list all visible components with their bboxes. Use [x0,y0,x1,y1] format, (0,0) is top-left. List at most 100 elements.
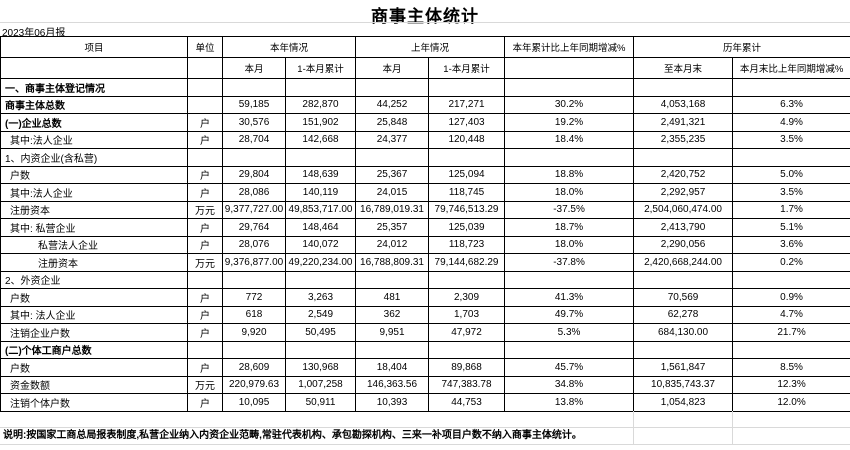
cell-value: 6.3% [732,95,850,114]
cell-value: 4.7% [732,305,850,324]
cell-value: 1,703 [428,305,506,324]
cell-value: 28,609 [222,358,286,377]
cell-value [633,270,734,289]
cell-value: 118,745 [428,183,506,202]
cell-value: 28,704 [222,130,286,149]
cell-value: 10,835,743.37 [633,375,734,394]
cell-value: 18.0% [504,235,635,254]
cell-value: 12.3% [732,375,850,394]
cell-value: 24,012 [355,235,430,254]
cell-value: 25,367 [355,165,430,184]
column-header: 历年累计 [633,36,850,58]
cell-value: 9,951 [355,323,430,342]
cell-value: 3.5% [732,183,850,202]
cell-value [355,340,430,359]
table-row: 其中: 法人企业户 618 2,549 362 1,703 49.7% 62,278 4.7% [0,305,850,324]
cell-value: 47,972 [428,323,506,342]
cell-value [732,340,850,359]
cell-value [355,78,430,97]
cell-value: 146,363.56 [355,375,430,394]
row-label: 商事主体总数 [0,95,188,114]
cell-unit [187,148,223,167]
cell-value: 140,072 [284,235,357,254]
cell-value: 4.9% [732,113,850,132]
cell-value: 29,764 [222,218,286,237]
cell-value: 89,868 [428,358,506,377]
cell-value: 1,007,258 [284,375,357,394]
cell-value: 8.5% [732,358,850,377]
cell-value: 4,053,168 [633,95,734,114]
column-subheader: 本月 [222,57,286,79]
cell-value: 747,383.78 [428,375,506,394]
cell-unit: 户 [187,288,223,307]
table-row: 注册资本 万元 9,376,877.00 49,220,234.00 16,788,80… [0,253,850,272]
cell-value: 25,357 [355,218,430,237]
cell-value [222,78,286,97]
gridline [0,427,850,428]
table-row: 户数户 772 3,263 481 2,309 41.3% 70,569 0.9% [0,288,850,307]
cell-unit: 万元 [187,375,223,394]
cell-value: 24,015 [355,183,430,202]
column-subheader: 本月 [355,57,430,79]
cell-value: 45.7% [504,358,635,377]
cell-value [284,78,357,97]
column-subheader [504,57,635,79]
cell-value: 70,569 [633,288,734,307]
cell-value: 9,376,877.00 [222,253,286,272]
row-label: 2、外资企业 [0,270,188,289]
column-header: 本年累计比上年同期增减% [504,36,635,58]
table-row: 其中: 私营企业户 29,764 148,464 25,357 125,039 18.7%… [0,218,850,237]
cell-value [428,148,506,167]
cell-value: 148,639 [284,165,357,184]
cell-value [284,270,357,289]
cell-value: 5.1% [732,218,850,237]
cell-value: 18.8% [504,165,635,184]
cell-value: 18.7% [504,218,635,237]
statistics-table: 项目 单位 本年情况 上年情况 本年累计比上年同期增减% 历年累计 本月 1-本月累计 本月 1-… [0,36,850,412]
cell-value [732,78,850,97]
row-label: 注册资本 [0,200,188,219]
cell-value: 217,271 [428,95,506,114]
cell-value: 684,130.00 [633,323,734,342]
cell-value [428,340,506,359]
cell-value [222,270,286,289]
cell-value [222,148,286,167]
cell-value [504,78,635,97]
column-subheader [0,57,188,79]
row-label: 注销个体户数 [0,393,188,412]
cell-unit: 户 [187,183,223,202]
column-subheader: 1-本月累计 [428,57,506,79]
cell-value: 140,119 [284,183,357,202]
cell-unit: 户 [187,305,223,324]
cell-value: 41.3% [504,288,635,307]
gridline [732,411,733,445]
cell-unit: 万元 [187,200,223,219]
cell-unit: 户 [187,218,223,237]
table-row: 户数户 29,804 148,639 25,367 125,094 18.8% 2,420,… [0,165,850,184]
row-label: 户数 [0,358,188,377]
cell-value: 79,746,513.29 [428,200,506,219]
header-row-groups: 项目 单位 本年情况 上年情况 本年累计比上年同期增减% 历年累计 [0,36,850,58]
cell-value: 1,561,847 [633,358,734,377]
cell-value [633,78,734,97]
cell-unit: 户 [187,130,223,149]
cell-value: 25,848 [355,113,430,132]
cell-value: 16,788,809.31 [355,253,430,272]
table-row: 商事主体总数 59,185 282,870 44,252 217,271 30.2% 4,0… [0,95,850,114]
cell-value: 2,504,060,474.00 [633,200,734,219]
cell-unit: 户 [187,323,223,342]
cell-value: 24,377 [355,130,430,149]
table-row: 资金数额 万元 220,979.63 1,007,258 146,363.56 747,3… [0,375,850,394]
row-label: 注销企业户数 [0,323,188,342]
table-row: (一)企业总数户 30,576 151,902 25,848 127,403 19.2% 2… [0,113,850,132]
cell-value: 2,292,957 [633,183,734,202]
table-row: 注销企业户数户 9,920 50,495 9,951 47,972 5.3% 684,130… [0,323,850,342]
column-header: 单位 [187,36,223,58]
cell-value: 282,870 [284,95,357,114]
row-label: 注册资本 [0,253,188,272]
cell-value [732,270,850,289]
cell-value [504,148,635,167]
cell-value: 44,753 [428,393,506,412]
cell-value [284,340,357,359]
